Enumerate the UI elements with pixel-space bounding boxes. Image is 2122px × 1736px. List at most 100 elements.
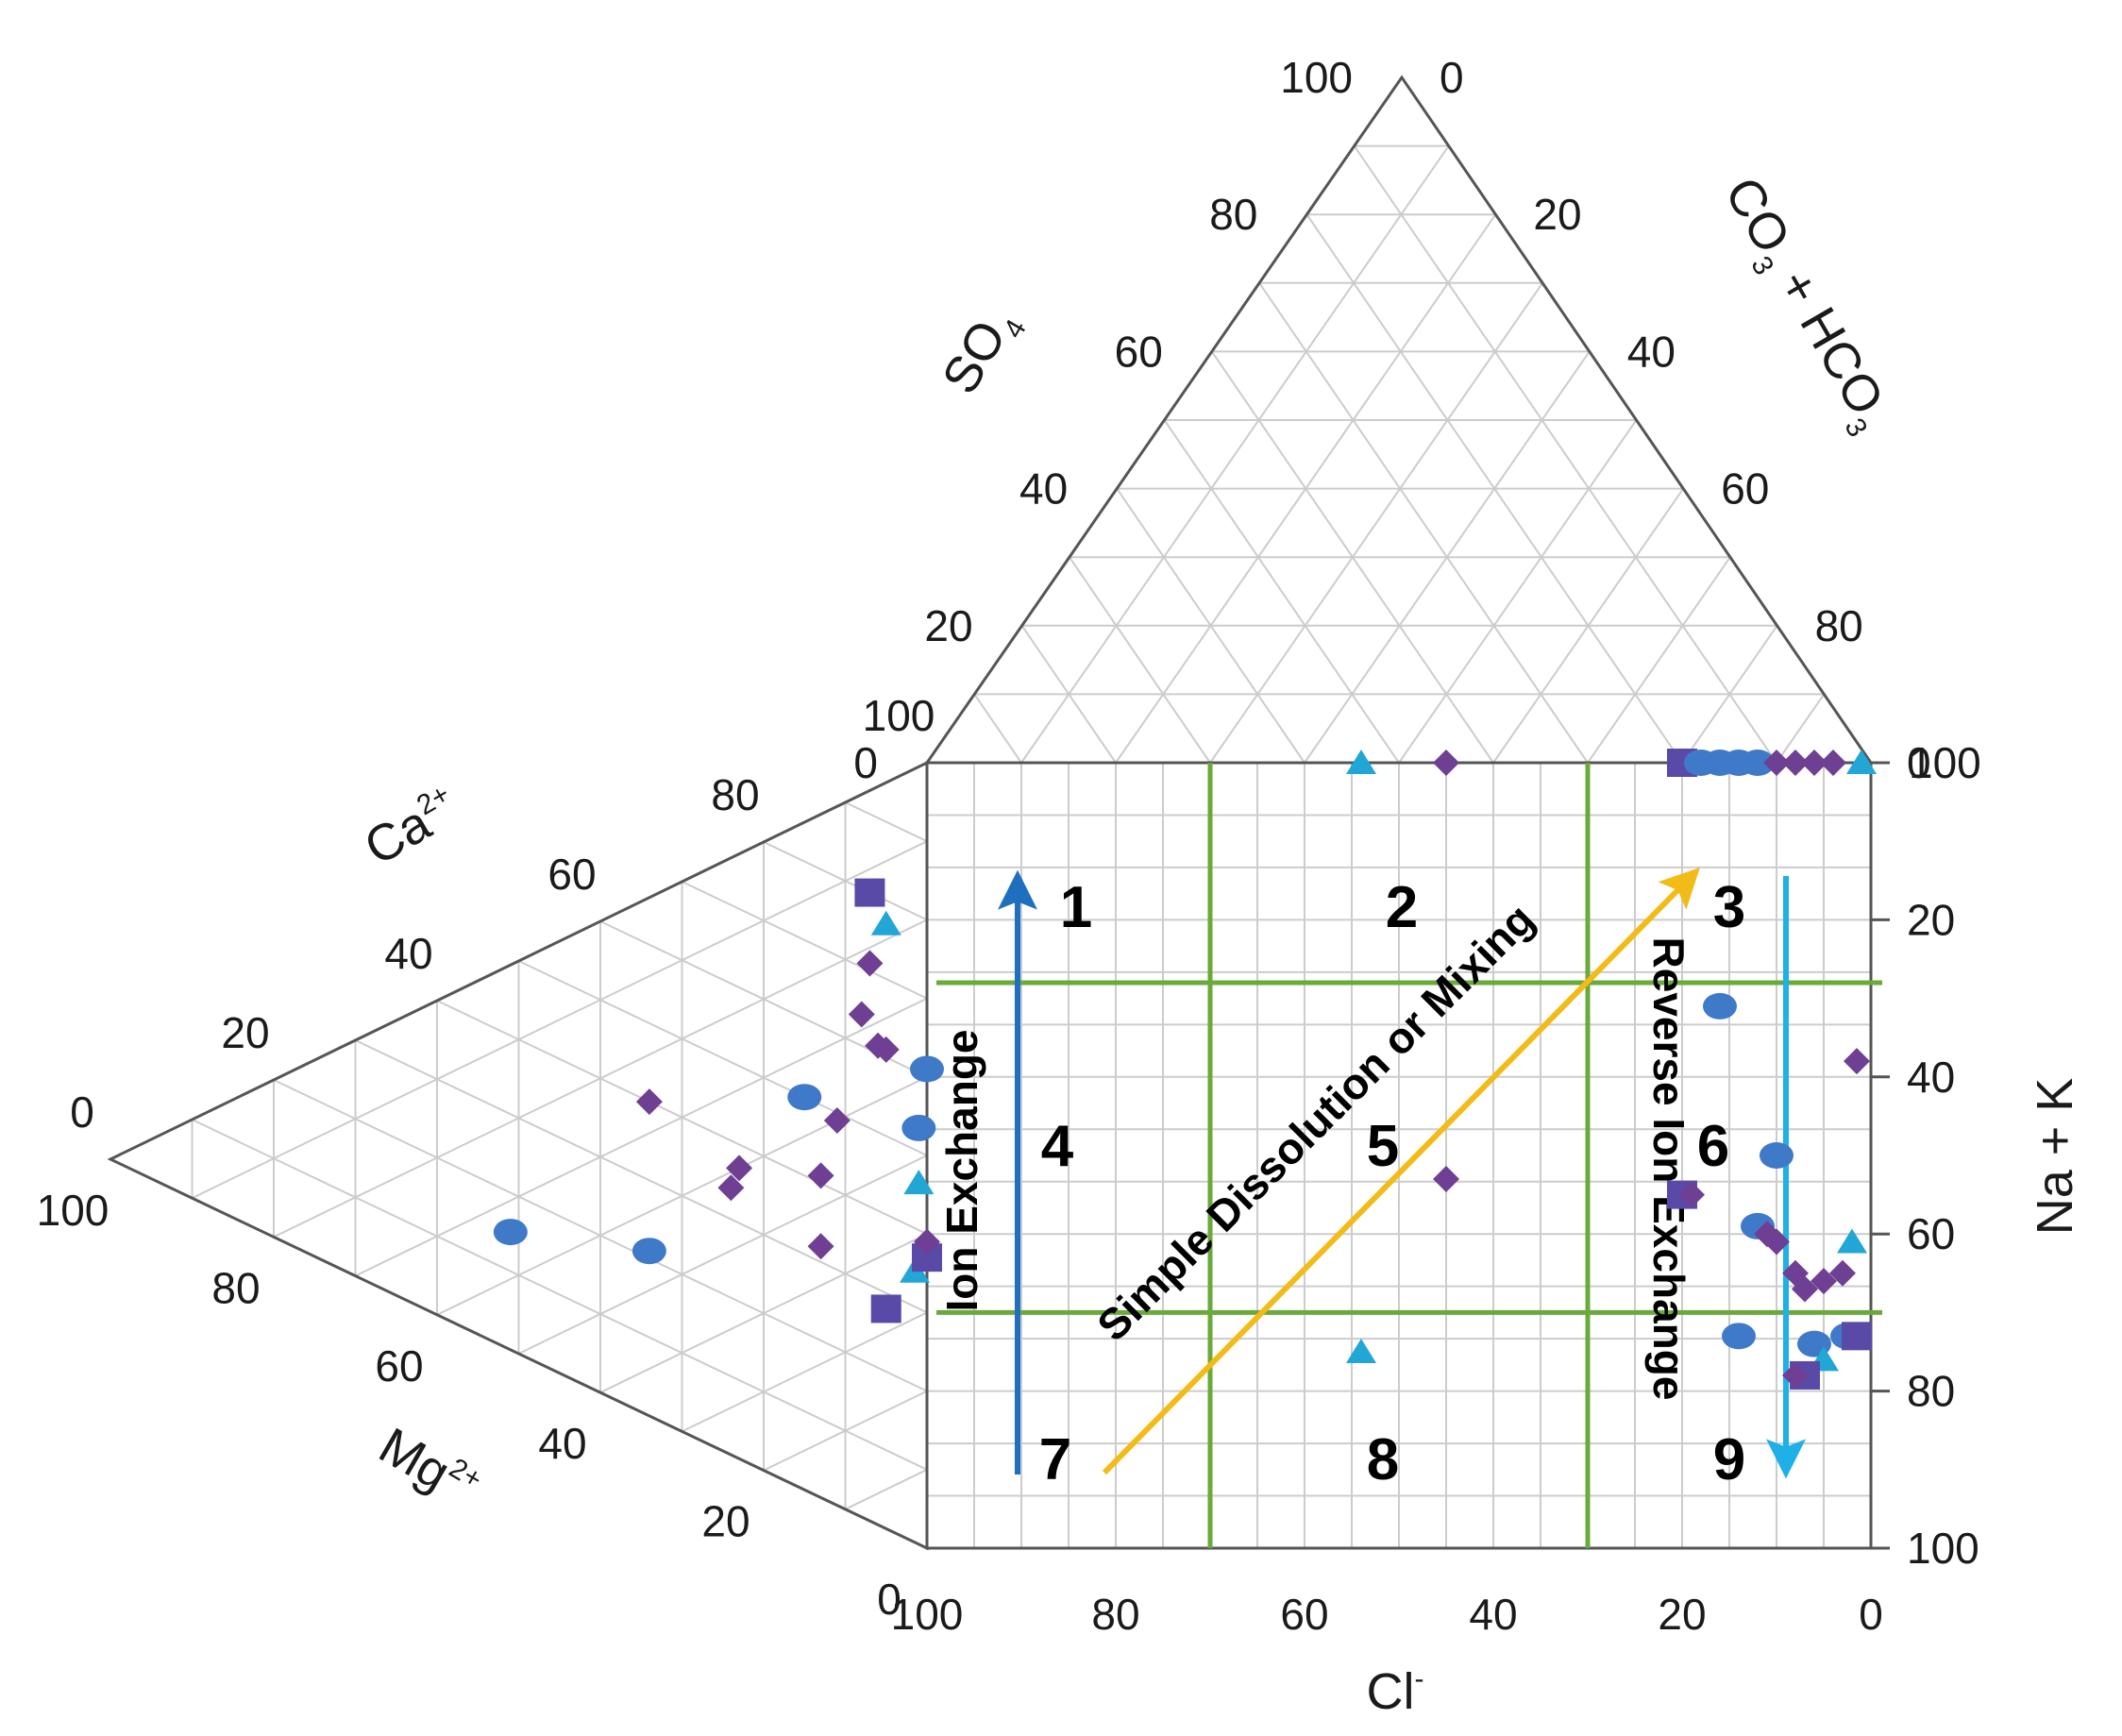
cation-point-diamond — [848, 1001, 875, 1028]
ca-tick-label: 20 — [221, 1008, 269, 1057]
ca-tick-label: 0 — [70, 1087, 94, 1137]
points-layer — [493, 749, 1877, 1390]
ca-axis-label: Ca2+ — [355, 779, 467, 877]
frame-layer — [107, 75, 1874, 1551]
ca-tick-label: 80 — [711, 770, 759, 819]
square-point-circle — [1741, 750, 1775, 776]
zone-number-9: 9 — [1713, 1427, 1745, 1492]
zone-number-8: 8 — [1367, 1427, 1399, 1492]
cation-point-diamond — [914, 1228, 940, 1256]
cl-axis-label-main: Cl — [1367, 1663, 1415, 1720]
co3-tick-label: 0 — [1440, 53, 1464, 102]
square-point-circle — [1703, 992, 1737, 1020]
square-point-diamond — [1678, 1181, 1705, 1208]
mg-tick-label: 0 — [877, 1575, 901, 1624]
co3-tick-label: 80 — [1815, 601, 1863, 650]
cation-grid-line — [273, 1079, 928, 1392]
anion-grid-line — [1209, 282, 1543, 764]
cation-point-diamond — [807, 1162, 834, 1189]
square-point-diamond — [1782, 1259, 1809, 1287]
anion-grid-line — [973, 693, 1022, 764]
cl-tick-label: 0 — [1859, 1590, 1883, 1639]
so4-tick-label: 60 — [1115, 327, 1163, 376]
co3-hco3-label-part: + HCO — [1760, 247, 1895, 424]
co3-hco3-label-part: CO — [1714, 168, 1801, 262]
square-frame — [925, 761, 1873, 1550]
cl-tick-label: 100 — [891, 1590, 964, 1639]
mg-tick-label: 60 — [375, 1341, 423, 1390]
cation-point-diamond — [872, 1036, 900, 1063]
mixing-label: Simple Dissolution or Mixing — [1087, 894, 1543, 1350]
zone-number-1: 1 — [1060, 875, 1092, 940]
cation-grid-line — [682, 1311, 928, 1433]
so4-tick-label: 80 — [1209, 190, 1257, 239]
square-point-diamond — [1433, 750, 1459, 776]
so4-tick-label: 20 — [924, 601, 972, 650]
so4-tick-label: 40 — [1019, 464, 1068, 514]
cation-grid-line — [273, 919, 928, 1239]
mg-tick-label: 20 — [701, 1497, 749, 1546]
square-point-diamond — [1763, 1228, 1790, 1256]
cl-axis-label: Cl- — [1367, 1663, 1424, 1720]
square-point-triangle — [1346, 750, 1376, 774]
square-point-square — [1842, 1322, 1872, 1351]
mixing-arrow — [1102, 868, 1700, 1475]
anion-grid-line — [1258, 282, 1589, 764]
cation-point-square — [870, 1294, 901, 1323]
anion-grid-line — [1587, 556, 1731, 764]
so4-tick-label: 100 — [1280, 53, 1353, 102]
co3-tick-label: 100 — [1909, 738, 1981, 787]
na-k-axis-label: Na + K — [2027, 1078, 2083, 1236]
square-point-circle — [1722, 1323, 1756, 1350]
cation-grid-line — [682, 881, 928, 1000]
anion-grid-line — [1020, 145, 1450, 764]
anion-grid-line — [1115, 213, 1497, 764]
mg-axis-label-main: Mg — [370, 1417, 460, 1501]
mg-axis-label: Mg2+ — [370, 1417, 488, 1518]
cation-grid-line — [518, 1155, 928, 1355]
anion-grid-line — [1305, 213, 1683, 764]
cation-point-diamond — [635, 1088, 663, 1116]
zone-number-2: 2 — [1386, 875, 1418, 940]
zone-number-5: 5 — [1367, 1114, 1399, 1179]
cation-point-triangle — [870, 910, 901, 935]
co3-tick-label: 20 — [1533, 190, 1581, 239]
cation-point-diamond — [807, 1233, 834, 1260]
grid-layer — [191, 144, 1871, 1548]
zone-number-6: 6 — [1697, 1114, 1729, 1179]
na-k-tick-label: 40 — [1907, 1053, 1955, 1102]
na-k-tick-label: 60 — [1907, 1209, 1955, 1258]
square-point-diamond — [1820, 750, 1846, 776]
cation-point-circle — [787, 1084, 822, 1111]
cation-grid-line — [192, 1119, 928, 1471]
mg-tick-label: 40 — [538, 1419, 586, 1468]
cation-grid-line — [518, 960, 928, 1156]
anion-grid-line — [1163, 419, 1400, 764]
anion-grid-line — [1069, 556, 1211, 764]
cation-point-diamond — [717, 1174, 745, 1202]
so4-tick-label: 0 — [853, 738, 878, 787]
zone-number-7: 7 — [1039, 1427, 1071, 1492]
square-point-diamond — [1844, 1048, 1870, 1075]
ca-tick-label: 60 — [547, 850, 596, 899]
co3-tick-label: 40 — [1627, 327, 1676, 376]
na-k-tick-label: 0 — [1907, 738, 1931, 787]
cation-point-square — [854, 878, 885, 907]
cation-point-circle — [901, 1114, 936, 1141]
so4-axis-label: SO4 — [932, 297, 1033, 408]
cation-point-diamond — [856, 950, 884, 977]
square-point-circle — [1760, 1142, 1794, 1169]
reverse-ion-exchange-label: Reverse Ion Exchange — [1644, 937, 1693, 1401]
square-point-diamond — [1829, 1259, 1856, 1287]
co3-tick-label: 60 — [1721, 464, 1769, 514]
square-point-triangle — [1846, 750, 1877, 774]
cation-point-circle — [910, 1055, 944, 1083]
ca-tick-label: 40 — [384, 929, 432, 978]
cation-grid-line — [192, 840, 928, 1200]
cl-tick-label: 40 — [1469, 1590, 1517, 1639]
cation-point-triangle — [903, 1170, 935, 1195]
cation-grid-line — [355, 997, 928, 1277]
cl-axis-label-superscript: - — [1415, 1663, 1424, 1694]
